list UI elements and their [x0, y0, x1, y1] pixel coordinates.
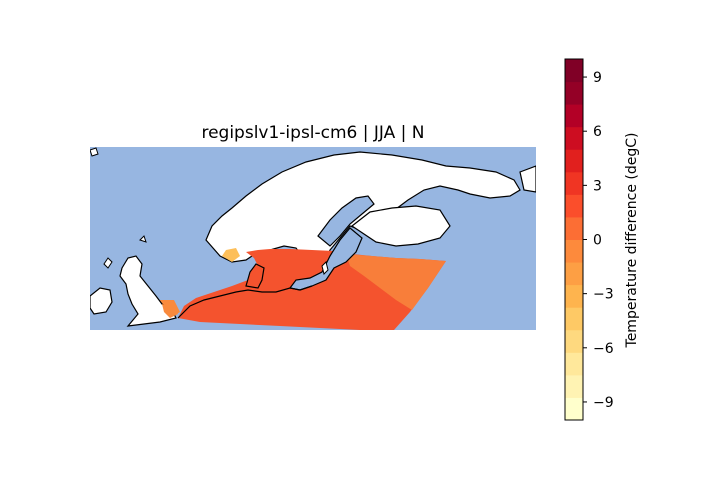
- map-title: regipslv1-ipsl-cm6 | JJA | N: [201, 123, 424, 143]
- colorbar-tick-label: −3: [593, 287, 614, 303]
- ireland: [90, 287, 113, 315]
- colorbar-ticks: 9 6 3 0 −3 −6 −9: [583, 70, 614, 411]
- orkney-isles: [139, 235, 147, 243]
- temperature-field-east: [346, 254, 446, 310]
- colorbar-tick-label: 9: [593, 70, 602, 86]
- iceland-edge: [90, 147, 99, 157]
- colorbar-level: [565, 284, 583, 308]
- temperature-field-norway: [222, 248, 240, 262]
- colorbar-level: [565, 59, 583, 83]
- colorbar-tick-label: 0: [593, 233, 602, 249]
- colorbar-levels: [565, 59, 583, 421]
- scandinavia-landmass: [205, 151, 521, 279]
- colorbar-level: [565, 126, 583, 150]
- colorbar-level: [565, 194, 583, 218]
- colorbar-level: [565, 374, 583, 398]
- colorbar-tick-label: 6: [593, 124, 602, 140]
- colorbar-tick-label: −6: [593, 341, 614, 357]
- colorbar-level: [565, 329, 583, 353]
- colorbar-level: [565, 216, 583, 240]
- colorbar-label: Temperature difference (degC): [624, 133, 640, 349]
- finland-landmass: [350, 205, 451, 247]
- colorbar-tick-label: −9: [593, 395, 614, 411]
- great-britain: [119, 255, 177, 327]
- scottish-isles: [103, 257, 113, 269]
- colorbar-level: [565, 352, 583, 376]
- northeast-landmass: [519, 165, 536, 193]
- gulf-of-bothnia: [317, 195, 375, 247]
- baltic-sea: [288, 227, 363, 291]
- colorbar-level: [565, 307, 583, 331]
- colorbar-level: [565, 397, 583, 421]
- colorbar: 9 6 3 0 −3 −6 −9 Temperature difference (degC): [564, 58, 640, 421]
- denmark: [245, 263, 265, 289]
- continental-coastline: [177, 285, 313, 319]
- colorbar-level: [565, 171, 583, 195]
- colorbar-level: [565, 104, 583, 128]
- great-britain-warm-edge: [162, 304, 178, 318]
- gotland: [321, 261, 329, 275]
- colorbar-tick-label: 3: [593, 178, 602, 194]
- colorbar-level: [565, 149, 583, 173]
- colorbar-level: [565, 81, 583, 105]
- map-panel: [90, 147, 536, 330]
- colorbar-level: [565, 262, 583, 286]
- colorbar-level: [565, 239, 583, 263]
